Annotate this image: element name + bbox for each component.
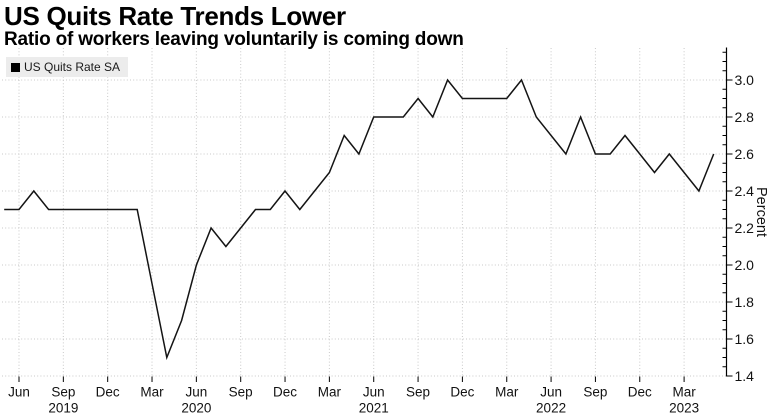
x-axis-tick-label: Jun xyxy=(8,385,30,400)
x-axis-tick-label: Jun xyxy=(540,385,562,400)
x-axis-tick-label: Sep xyxy=(229,385,253,400)
x-axis-tick-label: Jun xyxy=(185,385,207,400)
x-axis-year-label: 2020 xyxy=(181,401,211,416)
x-axis-tick-label: Mar xyxy=(318,385,342,400)
y-axis-tick-label: 2.8 xyxy=(735,109,755,125)
x-axis-tick-label: Mar xyxy=(495,385,519,400)
x-axis-tick-label: Jun xyxy=(363,385,385,400)
chart-title: US Quits Rate Trends Lower xyxy=(4,1,346,31)
x-axis-tick-label: Sep xyxy=(406,385,430,400)
quits-rate-line xyxy=(4,78,715,361)
y-axis-tick-label: 1.6 xyxy=(735,331,755,347)
x-axis-tick-label: Dec xyxy=(450,385,474,400)
x-axis-tick-label: Sep xyxy=(583,385,607,400)
x-axis-year-label: 2019 xyxy=(48,401,78,416)
y-axis-title: Percent xyxy=(753,187,769,237)
legend: US Quits Rate SA xyxy=(6,57,129,77)
x-axis-year-label: 2022 xyxy=(536,401,566,416)
x-axis-tick-label: Dec xyxy=(273,385,297,400)
x-axis-tick-label: Dec xyxy=(96,385,120,400)
x-axis-tick-label: Dec xyxy=(628,385,652,400)
x-axis-tick-label: Mar xyxy=(672,385,696,400)
chart-subtitle: Ratio of workers leaving voluntarily is … xyxy=(4,29,464,50)
y-axis-tick-label: 2.0 xyxy=(735,257,755,273)
y-axis-tick-label: 3.0 xyxy=(735,72,755,88)
y-axis-tick-label: 2.4 xyxy=(735,183,755,199)
legend-swatch-icon xyxy=(11,62,20,72)
legend-label: US Quits Rate SA xyxy=(24,60,121,74)
x-axis-tick-label: Sep xyxy=(51,385,75,400)
x-axis-year-label: 2021 xyxy=(359,401,389,416)
y-axis-tick-label: 1.4 xyxy=(735,368,755,384)
y-axis-tick-label: 2.6 xyxy=(735,146,755,162)
y-axis-tick-label: 1.8 xyxy=(735,294,755,310)
y-axis-tick-label: 2.2 xyxy=(735,220,755,236)
x-axis-year-label: 2023 xyxy=(669,401,699,416)
x-axis-tick-label: Mar xyxy=(140,385,164,400)
